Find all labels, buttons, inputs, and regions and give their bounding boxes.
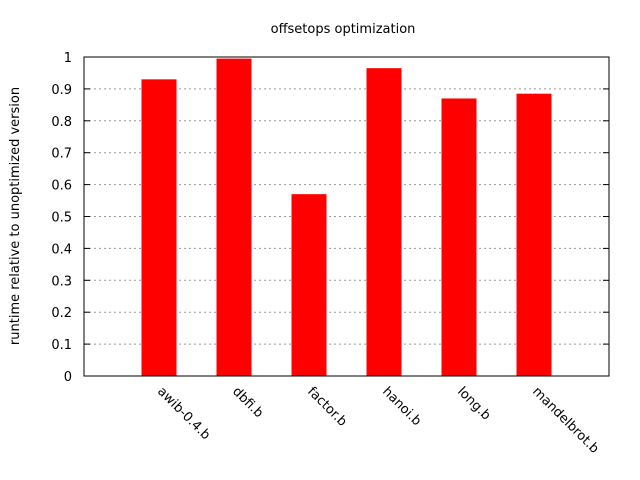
y-tick-label: 0.5 <box>51 211 72 226</box>
y-tick-label: 0.3 <box>51 274 72 289</box>
y-tick-label: 0.2 <box>51 306 72 321</box>
y-axis-label: runtime relative to unoptimized version <box>8 87 23 345</box>
x-tick-label: mandelbrot.b <box>529 384 601 456</box>
y-tick-label: 0 <box>64 370 72 385</box>
y-axis-ticks: 0 0.1 0.2 0.3 0.4 0.5 0.6 0.7 0.8 0.9 1 <box>51 51 609 385</box>
chart-title: offsetops optimization <box>271 22 416 37</box>
y-tick-label: 0.7 <box>51 147 72 162</box>
bar <box>141 79 177 376</box>
x-tick-label: awib-0.4.b <box>154 384 213 443</box>
bar <box>516 93 552 376</box>
bar <box>441 98 477 376</box>
y-tick-label: 0.1 <box>51 338 72 353</box>
x-axis-ticks: awib-0.4.b dbfi.b factor.b hanoi.b long.b man… <box>154 384 601 456</box>
x-tick-label: hanoi.b <box>379 384 424 429</box>
y-tick-label: 0.9 <box>51 83 72 98</box>
y-tick-label: 0.4 <box>51 242 72 257</box>
bar <box>366 68 402 376</box>
x-tick-label: factor.b <box>304 384 349 429</box>
bar <box>216 58 252 376</box>
bars-group <box>141 58 552 376</box>
y-tick-label: 1 <box>64 51 72 66</box>
y-tick-label: 0.6 <box>51 179 72 194</box>
bar <box>291 194 327 376</box>
x-tick-label: long.b <box>454 384 493 423</box>
x-tick-label: dbfi.b <box>229 384 266 421</box>
y-tick-label: 0.8 <box>51 115 72 130</box>
